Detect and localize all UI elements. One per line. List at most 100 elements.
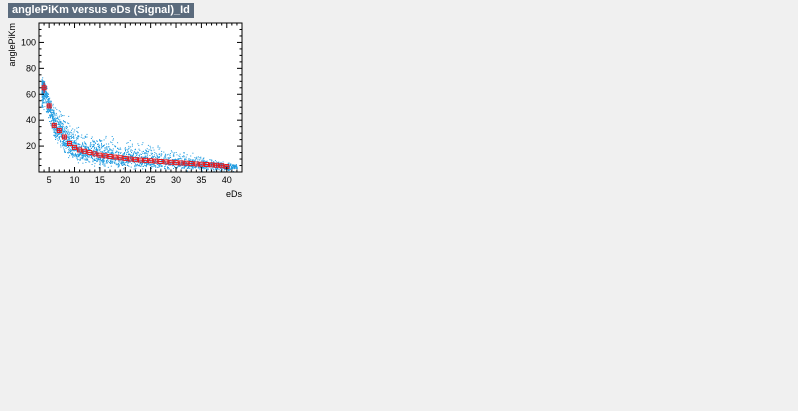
- scatter-point: [106, 152, 108, 154]
- scatter-point: [220, 164, 222, 166]
- scatter-point: [102, 163, 103, 165]
- scatter-point: [183, 166, 185, 168]
- scatter-point: [44, 102, 46, 104]
- profile-point: [97, 152, 103, 158]
- scatter-point: [151, 153, 153, 155]
- scatter-point: [114, 162, 116, 164]
- scatter-point: [227, 169, 229, 171]
- scatter-point: [53, 107, 55, 109]
- scatter-point: [110, 165, 112, 167]
- scatter-point: [213, 161, 215, 163]
- scatter-point: [104, 156, 106, 158]
- scatter-point: [79, 160, 81, 161]
- scatter-point: [101, 146, 103, 147]
- scatter-point: [188, 165, 190, 167]
- scatter-point: [50, 114, 52, 116]
- scatter-point: [95, 152, 97, 154]
- scatter-point: [232, 165, 234, 167]
- scatter-point: [131, 143, 133, 145]
- scatter-point: [50, 101, 52, 103]
- profile-point: [148, 158, 154, 164]
- scatter-point: [48, 101, 50, 103]
- scatter-point: [122, 161, 124, 163]
- scatter-point: [93, 149, 95, 151]
- scatter-point: [127, 142, 129, 143]
- scatter-point: [92, 160, 94, 162]
- scatter-point: [172, 159, 174, 161]
- scatter-point: [166, 166, 168, 168]
- scatter-point: [103, 158, 105, 160]
- scatter-point: [63, 121, 65, 123]
- scatter-point: [197, 160, 199, 162]
- scatter-point: [232, 167, 234, 169]
- scatter-point: [88, 155, 90, 157]
- scatter-point: [70, 137, 72, 139]
- scatter-point: [82, 162, 84, 164]
- profile-point: [122, 155, 128, 161]
- scatter-point: [47, 110, 49, 112]
- scatter-point: [76, 149, 78, 151]
- scatter-point: [98, 157, 100, 159]
- scatter-point: [81, 154, 83, 156]
- scatter-point: [71, 132, 73, 134]
- scatter-point: [58, 136, 60, 138]
- scatter-point: [52, 110, 54, 112]
- scatter-point: [146, 150, 147, 152]
- scatter-point: [56, 132, 58, 134]
- scatter-point: [192, 163, 194, 165]
- profile-point: [209, 162, 215, 168]
- scatter-point: [81, 134, 83, 136]
- scatter-point: [145, 152, 147, 154]
- scatter-point: [46, 93, 48, 94]
- scatter-point: [99, 150, 101, 152]
- scatter-point: [135, 153, 137, 155]
- scatter-point: [134, 161, 135, 163]
- scatter-point: [97, 144, 98, 145]
- scatter-point: [186, 162, 187, 164]
- scatter-point: [203, 168, 205, 170]
- scatter-point: [191, 164, 193, 165]
- scatter-point: [121, 161, 122, 163]
- scatter-point: [71, 142, 73, 143]
- scatter-point: [170, 150, 172, 152]
- scatter-point: [118, 153, 120, 155]
- scatter-point: [130, 149, 132, 151]
- scatter-point: [156, 157, 158, 159]
- scatter-point: [54, 117, 56, 119]
- scatter-point: [53, 129, 55, 131]
- scatter-point: [110, 141, 112, 143]
- scatter-point: [169, 155, 171, 157]
- scatter-point: [104, 165, 106, 167]
- scatter-point: [181, 161, 183, 163]
- scatter-point: [128, 165, 130, 167]
- scatter-point: [102, 161, 104, 163]
- scatter-point: [58, 110, 60, 112]
- scatter-point: [90, 156, 92, 157]
- scatter-point: [76, 143, 78, 145]
- scatter-point: [127, 150, 129, 152]
- scatter-point: [155, 165, 157, 167]
- scatter-point: [212, 163, 213, 165]
- scatter-point: [69, 139, 71, 141]
- scatter-point: [143, 162, 145, 164]
- scatter-point: [145, 162, 147, 164]
- scatter-point: [192, 166, 194, 167]
- scatter-point: [171, 165, 173, 167]
- scatter-point: [211, 168, 213, 170]
- scatter-point: [128, 148, 130, 150]
- scatter-point: [115, 146, 116, 147]
- scatter-point: [81, 152, 83, 154]
- scatter-point: [41, 78, 43, 80]
- profile-point: [168, 159, 174, 165]
- scatter-point: [202, 160, 204, 162]
- scatter-point: [89, 148, 91, 150]
- scatter-point: [82, 156, 84, 157]
- scatter-point: [66, 135, 68, 137]
- scatter-point: [81, 158, 83, 160]
- scatter-point: [65, 143, 67, 144]
- scatter-point: [117, 166, 119, 168]
- scatter-point: [42, 77, 44, 79]
- scatter-point: [66, 130, 67, 132]
- scatter-point: [189, 168, 191, 169]
